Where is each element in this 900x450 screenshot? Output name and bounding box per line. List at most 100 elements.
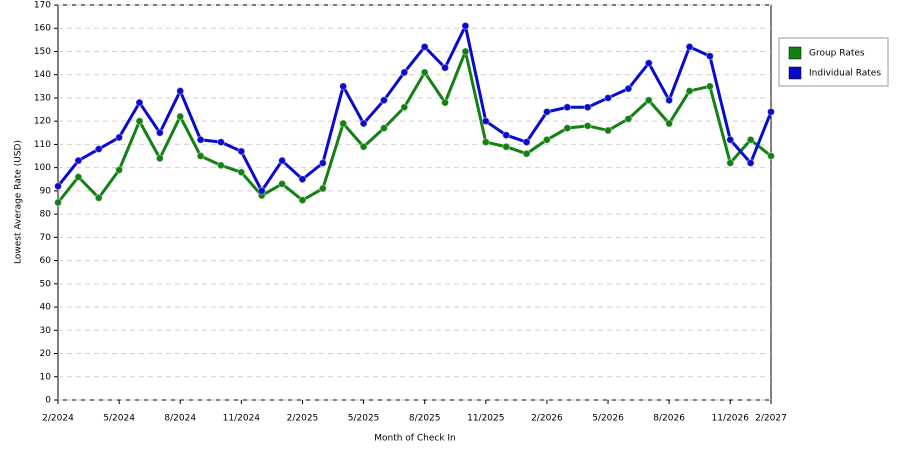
x-tick-label: 2/2024 (42, 414, 74, 424)
data-point (216, 161, 225, 170)
y-tick-label: 20 (40, 349, 52, 359)
data-point (746, 159, 755, 167)
y-tick-label: 80 (40, 210, 52, 220)
data-point (298, 196, 307, 205)
y-tick-label: 30 (40, 326, 52, 336)
y-tick-label: 160 (34, 24, 51, 34)
y-tick-label: 40 (40, 303, 52, 313)
data-point (604, 93, 613, 102)
data-point (542, 135, 551, 144)
data-point (685, 86, 694, 95)
data-point (155, 154, 164, 163)
data-point (644, 96, 653, 105)
y-tick-label: 120 (34, 117, 51, 127)
data-point (726, 135, 735, 144)
legend-label: Individual Rates (809, 69, 881, 79)
y-tick-label: 70 (40, 233, 52, 243)
data-point (135, 98, 144, 107)
x-tick-label: 5/2025 (348, 414, 380, 424)
x-tick-label: 11/2024 (223, 414, 261, 424)
data-point (726, 159, 735, 167)
data-point (379, 124, 388, 133)
data-point (237, 168, 246, 177)
data-point (359, 119, 368, 128)
legend-swatch (788, 46, 802, 60)
data-point (400, 68, 409, 77)
data-point (624, 114, 633, 123)
y-tick-label: 50 (40, 279, 52, 289)
data-point (441, 63, 450, 72)
legend-label: Group Rates (809, 49, 865, 59)
data-point (767, 107, 775, 116)
data-point (176, 112, 185, 121)
plot-frame (57, 4, 772, 401)
x-tick-label: 8/2025 (409, 414, 441, 424)
y-tick-label: 150 (34, 47, 51, 57)
y-tick-label: 60 (40, 256, 52, 266)
data-point (502, 131, 511, 140)
data-point (176, 86, 185, 95)
data-point (746, 135, 755, 144)
y-tick-label: 100 (34, 163, 51, 173)
x-axis-label: Month of Check In (374, 434, 456, 444)
data-point (196, 135, 205, 144)
data-point (665, 96, 674, 105)
y-axis-label: Lowest Average Rate (USD) (14, 140, 24, 264)
y-tick-label: 130 (34, 93, 51, 103)
data-point (705, 82, 714, 91)
data-point (461, 47, 470, 56)
data-point (278, 179, 287, 188)
x-tick-label: 2/2027 (755, 414, 787, 424)
data-point (115, 165, 124, 174)
data-point (767, 152, 775, 161)
data-point (502, 142, 511, 151)
data-point (420, 42, 429, 51)
data-point (257, 186, 266, 195)
data-point (339, 82, 348, 91)
data-point (94, 193, 103, 202)
data-point (94, 145, 103, 154)
data-point (604, 126, 613, 135)
data-point (155, 128, 164, 137)
x-tick-label: 2/2026 (531, 414, 563, 424)
data-point (74, 156, 83, 165)
x-tick-label: 5/2026 (592, 414, 624, 424)
data-point (420, 68, 429, 77)
data-point (644, 59, 653, 68)
data-point (318, 184, 327, 193)
data-point (705, 52, 714, 61)
y-tick-label: 90 (40, 186, 52, 196)
x-tick-label: 8/2024 (164, 414, 196, 424)
series-line (56, 49, 772, 204)
data-point (665, 119, 674, 128)
data-point (54, 198, 62, 207)
data-point (135, 117, 144, 126)
y-tick-label: 110 (34, 140, 51, 150)
data-point (481, 138, 490, 147)
y-tick-label: 10 (40, 372, 52, 382)
data-point (298, 175, 307, 184)
data-point (685, 42, 694, 51)
data-point (481, 117, 490, 126)
data-point (54, 182, 62, 191)
data-point (74, 172, 83, 181)
data-point (583, 121, 592, 130)
data-point (563, 103, 572, 112)
data-point (278, 156, 287, 165)
data-point (339, 119, 348, 128)
data-point (115, 133, 124, 142)
data-point (522, 138, 531, 147)
data-point (318, 159, 327, 167)
y-tick-label: 140 (34, 70, 51, 80)
legend-swatch (788, 66, 802, 80)
y-tick-label: 170 (34, 1, 51, 11)
data-point (359, 142, 368, 151)
x-tick-label: 5/2024 (103, 414, 135, 424)
data-point (461, 21, 470, 30)
data-point (624, 84, 633, 93)
y-tick-label: 0 (45, 396, 51, 406)
data-point (196, 152, 205, 161)
series-line (56, 24, 773, 193)
data-point (379, 96, 388, 105)
